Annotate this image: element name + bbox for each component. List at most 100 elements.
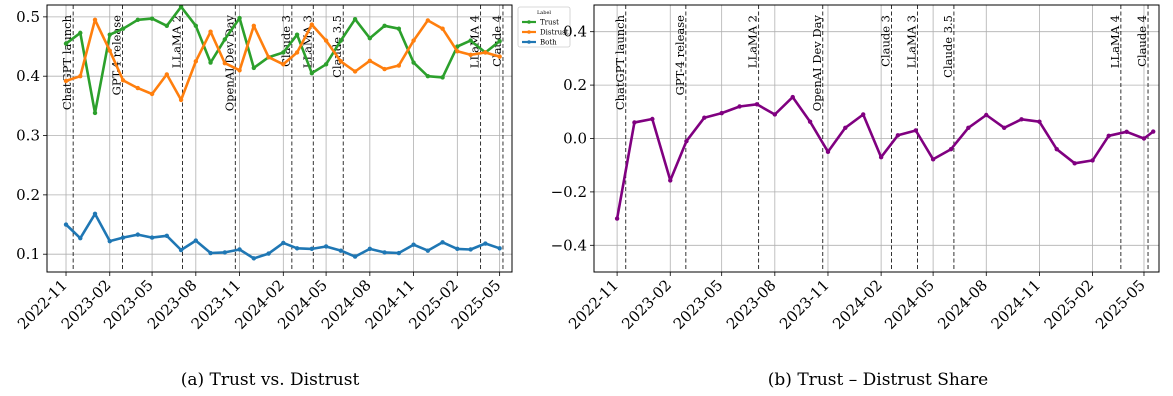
data-point [966,125,971,131]
y-tick-label: 0.0 [563,130,587,148]
data-point [135,85,141,91]
data-point [92,17,98,23]
data-point [266,251,271,256]
data-point [281,62,286,67]
data-point [1019,117,1024,122]
data-point [497,54,502,59]
data-point [78,235,83,241]
data-point [323,62,329,67]
y-tick-label: 0.4 [16,67,40,85]
data-point [208,250,213,256]
data-point [178,4,184,9]
event-label: Claude 3.5 [941,15,955,78]
x-tick-label: 2024-11 [987,276,1044,333]
data-point [440,240,445,245]
event-label: ChatGPT launch [60,14,74,110]
data-point [702,115,707,120]
data-point [352,254,358,259]
data-point [164,72,170,77]
data-point [411,242,416,247]
data-point [78,30,83,36]
data-point [497,246,502,251]
y-tick-label: 0.5 [16,8,40,26]
data-point [338,38,344,43]
data-point [222,37,228,42]
data-point [411,60,416,65]
data-point [754,102,760,107]
data-point [149,91,155,97]
data-point [668,178,673,183]
data-point [120,78,126,83]
legend-marker [527,40,531,44]
y-tick-label: 0.4 [563,23,587,41]
data-point [309,71,315,76]
data-point [178,247,184,253]
data-point [63,41,69,46]
data-point [266,55,271,60]
data-point [135,232,141,237]
plot-frame [46,4,513,273]
data-point [468,247,473,252]
data-point [984,112,989,118]
data-point [63,78,69,84]
data-point [1037,119,1042,124]
data-point [323,38,329,43]
data-point [440,26,445,31]
data-point [483,241,488,246]
event-label: Claude 4 [1135,15,1149,67]
data-point [237,68,242,73]
data-point [650,116,655,122]
data-point [281,50,286,55]
chart-panel-2: −0.4−0.20.00.20.42022-112023-022023-0520… [551,4,1160,390]
data-point [737,104,742,109]
data-point [208,60,213,65]
data-point [483,50,488,55]
data-point [92,211,98,217]
data-point [222,250,228,255]
y-tick-label: 0.2 [563,76,587,94]
data-point [107,48,112,53]
data-point [107,32,112,37]
data-point [440,75,445,80]
data-point [63,222,69,227]
data-point [614,216,620,221]
event-label: GPT-4 release [673,15,687,96]
data-point [237,247,242,252]
event-label: Claude 4 [490,15,504,67]
data-point [120,26,126,31]
series-line-both [65,212,501,260]
data-point [251,23,257,28]
data-point [309,22,315,27]
data-point [309,246,315,252]
data-point [338,248,344,253]
data-point [1072,161,1077,166]
data-point [352,69,358,74]
y-tick-label: 0.2 [16,186,40,204]
legend-entry: Distrust [540,29,569,37]
data-point [382,250,387,255]
x-tick-label: 2023-11 [776,276,833,333]
data-point [930,157,936,162]
data-point [193,238,199,243]
data-point [294,50,300,55]
x-tick-label: 2025-02 [1041,276,1098,333]
data-point [684,138,689,144]
data-point [237,15,242,21]
data-point [208,29,213,34]
data-point [632,120,637,125]
data-point [396,250,402,256]
y-tick-label: 0.3 [16,127,40,145]
data-point [120,235,126,240]
data-point [895,133,901,138]
y-tick-label: 0.1 [16,245,40,263]
event-label: ChatGPT launch [613,14,627,110]
data-point [367,36,373,41]
x-tick-label: 2022-11 [565,276,622,333]
x-tick-label: 2024-05 [881,276,938,333]
data-point [149,235,155,240]
data-point [367,246,373,252]
data-point [294,32,300,37]
data-point [948,146,954,152]
